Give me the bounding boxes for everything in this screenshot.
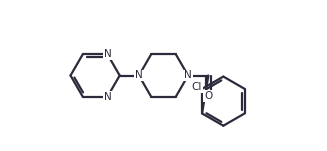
Text: N: N	[184, 71, 192, 80]
Text: Cl: Cl	[192, 82, 202, 92]
Text: N: N	[104, 49, 111, 59]
Text: O: O	[204, 91, 213, 101]
Text: N: N	[135, 71, 143, 80]
Text: N: N	[104, 92, 111, 102]
